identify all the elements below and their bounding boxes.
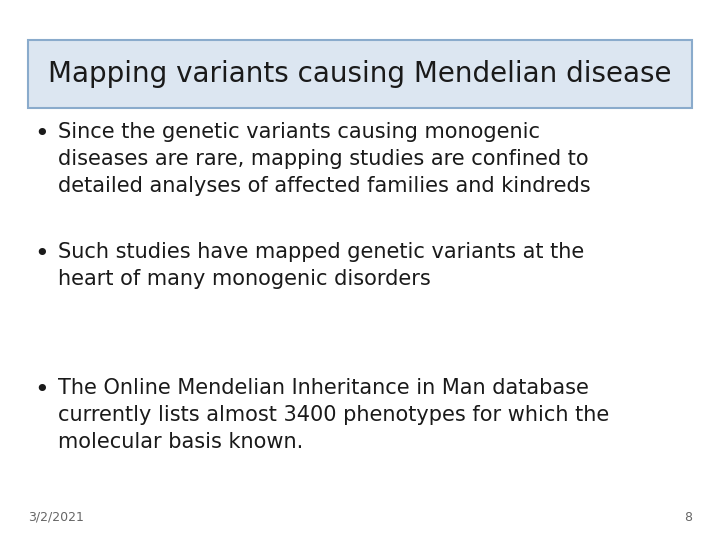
- Text: Since the genetic variants causing monogenic
diseases are rare, mapping studies : Since the genetic variants causing monog…: [58, 122, 590, 197]
- Text: 8: 8: [684, 511, 692, 524]
- Text: The Online Mendelian Inheritance in Man database
currently lists almost 3400 phe: The Online Mendelian Inheritance in Man …: [58, 378, 609, 453]
- Text: •: •: [35, 378, 50, 402]
- FancyBboxPatch shape: [28, 40, 692, 108]
- Text: Mapping variants causing Mendelian disease: Mapping variants causing Mendelian disea…: [48, 60, 672, 88]
- Text: Such studies have mapped genetic variants at the
heart of many monogenic disorde: Such studies have mapped genetic variant…: [58, 242, 584, 289]
- Text: 3/2/2021: 3/2/2021: [28, 511, 84, 524]
- Text: •: •: [35, 122, 50, 146]
- Text: •: •: [35, 242, 50, 266]
